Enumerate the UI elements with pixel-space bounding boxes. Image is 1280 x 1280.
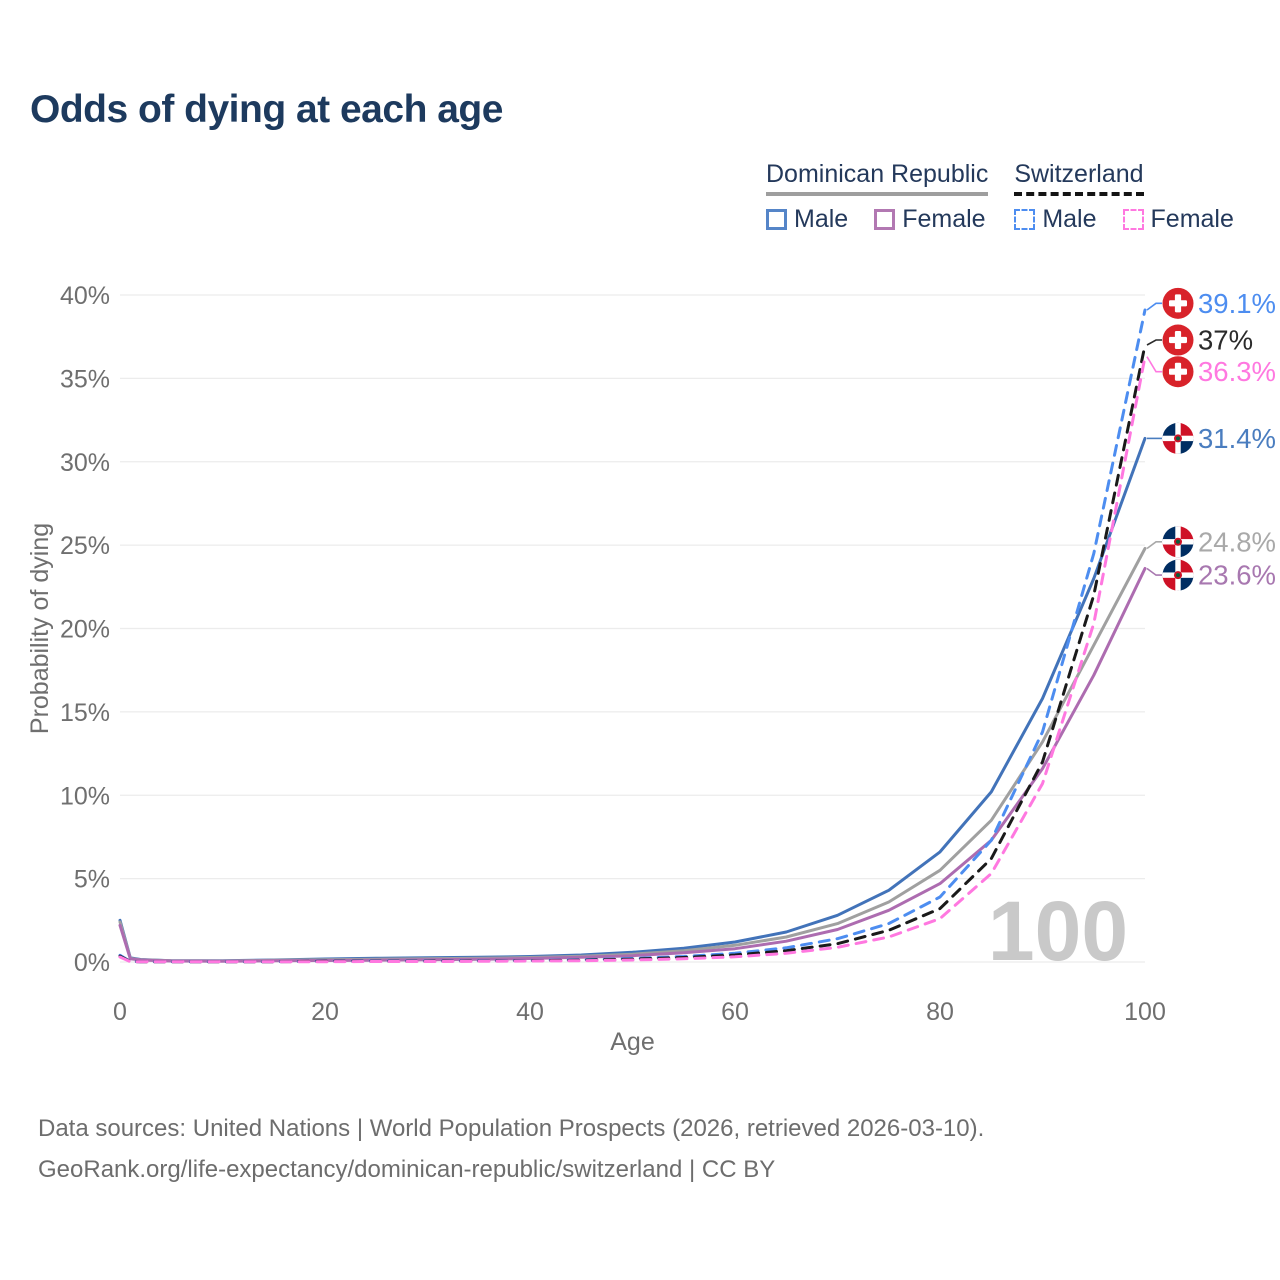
end-label-ch-female: 36.3% xyxy=(1198,356,1276,387)
male-dashed-swatch-icon xyxy=(1014,209,1036,230)
cross-bar xyxy=(1174,294,1182,313)
legend-item-switzerland-female[interactable]: Female xyxy=(1122,205,1234,234)
series-line-ch-male[interactable] xyxy=(118,308,1147,964)
legend-item-label: Male xyxy=(1042,205,1097,233)
dominican-republic-flag-icon xyxy=(1162,526,1194,558)
x-tick-label-40: 40 xyxy=(516,998,544,1026)
flag-disc xyxy=(1162,559,1194,591)
emblem-center xyxy=(1176,573,1180,578)
emblem-center xyxy=(1176,436,1180,441)
female-solid-swatch-icon xyxy=(874,209,896,230)
chart-legend: Dominican Republic Male Female Switzerla… xyxy=(766,160,1234,234)
end-label-do-female: 23.6% xyxy=(1198,560,1276,591)
watermark-age-100: 100 xyxy=(988,884,1128,978)
y-tick-label-30: 30% xyxy=(60,449,110,477)
legend-items-switzerland: Male Female xyxy=(1014,205,1234,234)
emblem-center xyxy=(1176,539,1180,544)
legend-items-dominican-republic: Male Female xyxy=(766,205,988,234)
leader-line-do-total xyxy=(1146,540,1162,550)
x-axis-title: Age xyxy=(610,1028,654,1056)
end-label-ch-male: 39.1% xyxy=(1198,288,1276,319)
y-tick-label-5: 5% xyxy=(74,866,110,894)
female-dashed-swatch-icon xyxy=(1122,209,1144,230)
y-tick-label-10: 10% xyxy=(60,782,110,810)
end-label-do-male: 31.4% xyxy=(1198,423,1276,454)
series-line-ch-total[interactable] xyxy=(118,343,1147,964)
cross-bar xyxy=(1174,331,1182,350)
legend-item-switzerland-male[interactable]: Male xyxy=(1014,205,1097,234)
leader-line-ch-total xyxy=(1146,339,1162,346)
legend-item-dominican-republic-male[interactable]: Male xyxy=(766,205,848,234)
legend-item-dominican-republic-female[interactable]: Female xyxy=(874,205,986,234)
dominican-republic-flag-icon xyxy=(1162,559,1194,591)
flag-disc xyxy=(1162,526,1194,558)
x-tick-label-80: 80 xyxy=(926,998,954,1026)
y-tick-label-15: 15% xyxy=(60,699,110,727)
y-tick-label-20: 20% xyxy=(60,616,110,644)
male-solid-swatch-icon xyxy=(766,209,787,230)
legend-item-label: Male xyxy=(794,205,849,233)
end-label-ch-total: 37% xyxy=(1198,325,1253,356)
legend-item-label: Female xyxy=(902,205,986,233)
attribution-text: GeoRank.org/life-expectancy/dominican-re… xyxy=(38,1156,776,1183)
y-tick-label-40: 40% xyxy=(60,282,110,310)
switzerland-flag-icon xyxy=(1162,324,1194,356)
series-line-do-male[interactable] xyxy=(118,436,1147,963)
x-tick-label-20: 20 xyxy=(311,998,339,1026)
y-tick-label-35: 35% xyxy=(60,365,110,393)
legend-item-dominican-republic-total[interactable]: Dominican Republic xyxy=(766,160,989,196)
x-tick-label-0: 0 xyxy=(113,998,127,1026)
y-tick-label-0: 0% xyxy=(74,949,110,977)
y-axis-title: Probability of dying xyxy=(26,523,54,734)
flag-disc xyxy=(1162,422,1194,454)
legend-group-switzerland: Switzerland Male Female xyxy=(1014,160,1234,234)
legend-item-label: Female xyxy=(1150,205,1234,233)
series-line-do-female[interactable] xyxy=(118,567,1147,963)
cross-bar xyxy=(1174,362,1182,381)
x-tick-label-100: 100 xyxy=(1124,998,1166,1026)
dominican-republic-flag-icon xyxy=(1162,422,1194,454)
series-line-ch-female[interactable] xyxy=(118,355,1147,964)
switzerland-flag-icon xyxy=(1162,356,1194,388)
end-label-do-total: 24.8% xyxy=(1198,526,1276,557)
x-tick-label-60: 60 xyxy=(721,998,749,1026)
leader-line-ch-male xyxy=(1146,302,1162,311)
chart-footer: Data sources: United Nations | World Pop… xyxy=(38,1108,984,1190)
leader-line-do-female xyxy=(1146,567,1162,576)
data-sources-text: Data sources: United Nations | World Pop… xyxy=(38,1115,985,1142)
switzerland-flag-icon xyxy=(1162,287,1194,319)
legend-item-switzerland-total[interactable]: Switzerland xyxy=(1014,160,1144,196)
page-title: Odds of dying at each age xyxy=(30,88,503,131)
y-tick-label-25: 25% xyxy=(60,532,110,560)
mortality-line-chart: 0% 5% 10% 15% 20% 25% 30% 35% 40% 0 20 40 60 80 100 Age… xyxy=(26,282,1276,1056)
legend-group-dominican-republic: Dominican Republic Male Female xyxy=(766,160,989,234)
leader-line-ch-female xyxy=(1146,356,1162,373)
